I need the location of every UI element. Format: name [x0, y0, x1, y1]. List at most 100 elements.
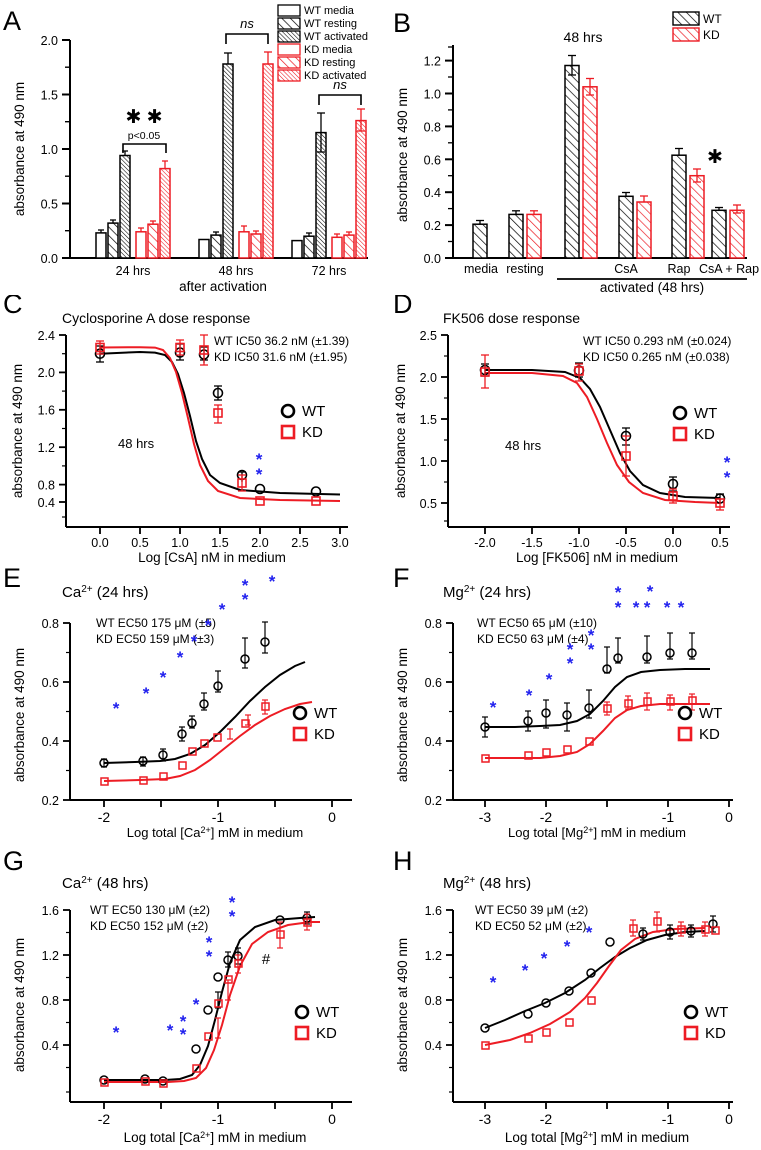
panel-a-y-tick-labels: 0.0 0.5 1.0 1.5 2.0: [41, 34, 58, 266]
significance-star: *: [160, 668, 167, 687]
title-ion: Ca: [62, 875, 82, 892]
bar-wt-media: [198, 238, 210, 259]
bar-kd-activated: [262, 63, 274, 259]
panel-e-kd-points: [100, 699, 270, 786]
data-point-kd: [192, 1064, 201, 1073]
significance-star: *: [206, 947, 213, 966]
legend-swatch-wt-media: [277, 4, 301, 17]
data-point-kd: [175, 342, 185, 353]
panel-g-y-tick-labels: 0.4 0.8 1.2 1.6: [42, 904, 59, 1053]
panel-g-wt-curve: [104, 916, 316, 1081]
panel-a-x-tick-labels: 24 hrs 48 hrs 72 hrs: [116, 264, 347, 278]
panel-c-y-axis-title: absorbance at 490 nm: [10, 364, 25, 498]
title-superscript: 2+: [81, 584, 93, 595]
panel-d-title: FK506 dose response: [443, 310, 580, 326]
panel-a-ns-label-48: ns: [240, 16, 254, 31]
data-point-wt: [212, 387, 224, 399]
data-point-wt: [541, 998, 551, 1008]
significance-star: *: [269, 572, 276, 591]
data-point-wt: [686, 926, 696, 936]
panel-d-wt-ic50: WT IC50 0.293 nM (±0.024): [583, 334, 731, 348]
significance-star: *: [633, 598, 640, 617]
data-point-wt: [687, 648, 697, 658]
legend-label: KD media: [304, 44, 353, 56]
legend-label-kd: KD: [694, 426, 715, 443]
x-tick-label: -3: [479, 1111, 492, 1127]
panel-d-legend: WT KD: [672, 405, 717, 443]
panel-letter-d: D: [393, 295, 413, 319]
data-point-kd: [237, 478, 247, 488]
data-point-kd: [100, 777, 109, 786]
legend-label: KD resting: [304, 57, 355, 69]
data-point-kd: [480, 367, 490, 377]
panel-a-sig-bracket-72: [318, 94, 362, 105]
data-point-wt: [586, 968, 596, 978]
significance-star: *: [567, 654, 574, 673]
panel-f-y-minor-ticks: [449, 651, 453, 772]
panel-c-wt-curve: [99, 350, 341, 496]
data-point-wt: [213, 681, 223, 691]
legend-marker-kd: [294, 1025, 310, 1041]
significance-star: *: [526, 686, 533, 705]
x-tick-label: 1.0: [171, 536, 188, 550]
bar-rap-wt: [671, 154, 687, 259]
panel-c-y-tick-labels: 0.4 0.8 1.2 1.6 2.0 2.4: [38, 329, 55, 510]
panel-e-wt-ec50: WT EC50 175 μM (±5): [96, 616, 216, 630]
significance-star: *: [678, 598, 685, 617]
panel-d-y-minor-ticks: [444, 355, 448, 522]
panel-c: C Cyclosporine A dose response 0.4 0.8 1…: [0, 295, 385, 565]
hash-marker: #: [262, 951, 271, 968]
legend-marker-wt: [677, 705, 693, 721]
panel-d-y-axis-title: absorbance at 490 nm: [393, 364, 408, 498]
panel-h-significance-markers: * * * * *: [490, 923, 593, 992]
panel-d-chart: D FK506 dose response 0.5 1.0 1.5 2.0 2.…: [393, 295, 731, 565]
data-point-kd: [563, 745, 572, 754]
data-point-kd: [214, 999, 223, 1008]
x-tick-label: -1.0: [568, 536, 590, 550]
panel-c-kd-ic50: KD IC50 31.6 nM (±1.95): [214, 350, 347, 364]
panel-h-legend: WT KD: [683, 1004, 728, 1042]
legend-label-wt: WT: [302, 403, 325, 420]
y-tick-label: 0.6: [425, 676, 442, 690]
data-point-kd: [481, 754, 490, 763]
data-point-kd: [565, 1018, 574, 1027]
panel-h-y-minor-ticks: [449, 931, 453, 1093]
panel-f-chart: F Mg2+ (24 hrs) 0.2 0.4 0.6 0.8 absorban…: [393, 565, 733, 840]
bar-resting-wt: [508, 213, 524, 259]
legend-swatch-wt-activated: [277, 30, 301, 43]
significance-star: *: [588, 640, 595, 659]
significance-star: *: [167, 1021, 174, 1040]
significance-star: *: [229, 893, 236, 912]
bar-wt-resting: [210, 234, 222, 259]
data-point-kd: [524, 1034, 533, 1043]
panel-h-kd-ec50: KD EC50 52 μM (±2): [475, 919, 587, 933]
panel-a-y-ticks: [62, 39, 70, 259]
panel-g-title: Ca2+ (48 hrs): [62, 875, 148, 892]
panel-d-x-axis-title: Log [FK506] nM in medium: [516, 550, 678, 565]
title-rest: (48 hrs): [475, 875, 531, 892]
y-tick-label: 1.2: [425, 949, 442, 963]
legend-marker-wt: [280, 403, 296, 419]
legend-label-kd: KD: [699, 726, 720, 743]
data-point-wt: [523, 716, 533, 726]
bar-wt-activated: [119, 154, 131, 259]
data-point-kd: [261, 702, 270, 711]
title-superscript: 2+: [464, 584, 476, 595]
panel-d-kd-points: [480, 354, 725, 511]
legend-swatch-kd-activated: [277, 69, 301, 82]
significance-star: *: [193, 995, 200, 1014]
panel-h-y-ticks: [446, 909, 453, 1046]
y-tick-label: 0.8: [425, 617, 442, 631]
panel-d-x-tick-labels: -2.0 -1.5 -1.0 -0.5 0.0 0.5: [474, 536, 729, 550]
x-tick-label: 0.0: [664, 536, 681, 550]
x-tick-label: -2.0: [474, 536, 496, 550]
legend-marker-kd: [677, 726, 693, 742]
x-tick-label: media: [464, 262, 498, 276]
panel-a: A 0.0 0.5 1.0 1.5 2.0 absorbance at 490 …: [0, 0, 385, 295]
panel-c-y-ticks: [59, 334, 66, 503]
significance-star: *: [256, 450, 263, 469]
data-point-wt: [665, 927, 675, 937]
data-point-kd: [234, 959, 243, 968]
x-tick-label: -1: [662, 1111, 675, 1127]
bar-kd-activated: [159, 167, 171, 259]
